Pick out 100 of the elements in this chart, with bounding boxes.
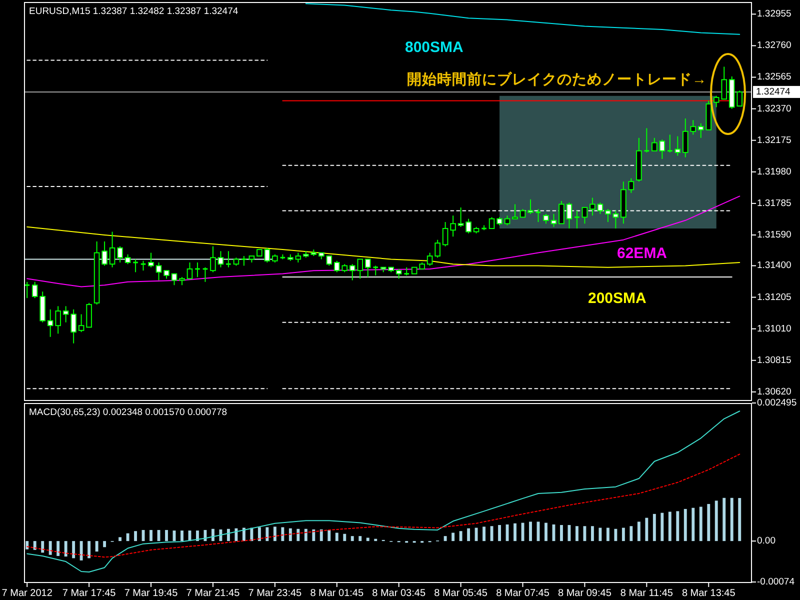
line-series xyxy=(305,3,740,35)
bar xyxy=(320,529,323,542)
x-tick-label: 8 Mar 01:45 xyxy=(310,588,364,599)
bar xyxy=(41,541,44,553)
y-tick-label: 1.32760 xyxy=(757,40,792,52)
x-tick-label: 8 Mar 03:45 xyxy=(372,588,426,599)
bar xyxy=(56,541,60,556)
candlestick xyxy=(666,134,674,153)
bar xyxy=(452,532,455,542)
candlestick xyxy=(659,139,666,160)
bar xyxy=(180,530,184,542)
bar xyxy=(196,530,199,542)
candlestick xyxy=(186,262,193,280)
bar xyxy=(467,528,470,542)
line-series xyxy=(26,454,740,558)
candlestick xyxy=(55,306,61,334)
x-tick-label: 8 Mar 07:45 xyxy=(496,588,550,599)
ref-line-label: 1.32474 xyxy=(756,86,790,98)
bar xyxy=(366,538,370,542)
bar xyxy=(266,527,269,542)
y-tick-label: 1.31010 xyxy=(757,323,792,334)
bar xyxy=(498,525,501,542)
bar xyxy=(118,537,122,542)
bar xyxy=(273,526,276,542)
bar xyxy=(583,526,586,542)
candlestick xyxy=(210,246,216,273)
bar xyxy=(692,508,695,542)
bar xyxy=(614,528,618,542)
bar xyxy=(95,541,98,552)
bar xyxy=(26,541,29,550)
y-tick-label: 1.32370 xyxy=(757,103,792,114)
candlestick xyxy=(78,314,84,333)
line-series xyxy=(26,226,740,268)
y-tick-label: 1.31785 xyxy=(757,198,792,209)
x-tick-label: 7 Mar 2012 xyxy=(2,588,53,599)
y-tick-label: 1.31205 xyxy=(757,292,792,303)
bar xyxy=(281,527,284,542)
chart-title: EURUSD,M15 1.32387 1.32482 1.32387 1.32474 xyxy=(29,6,238,17)
y-tick-label: 1.32955 xyxy=(757,8,792,20)
annotation: 開始時間前にブレイクのためノートレード→ xyxy=(407,71,706,88)
candlestick xyxy=(171,273,178,286)
candlestick xyxy=(124,254,131,265)
bar xyxy=(33,541,36,550)
bar xyxy=(343,534,346,542)
candlestick xyxy=(218,250,224,268)
y-tick-label: 1.31980 xyxy=(757,166,792,178)
candlestick xyxy=(70,308,76,344)
y-tick-label: -0.00074 xyxy=(757,576,795,588)
candlestick xyxy=(512,204,518,220)
series-label: 200SMA xyxy=(588,290,647,307)
bar xyxy=(64,541,68,557)
bar xyxy=(714,500,718,542)
bar xyxy=(374,538,378,542)
bar xyxy=(660,512,664,542)
series-label: 62EMA xyxy=(617,245,668,262)
bar xyxy=(637,522,640,542)
candlestick xyxy=(194,262,201,278)
bar xyxy=(544,522,548,542)
candlestick xyxy=(504,215,510,226)
candlestick xyxy=(24,281,30,299)
candlestick xyxy=(109,231,116,268)
bar xyxy=(234,528,238,542)
candlestick xyxy=(652,137,658,152)
candlestick xyxy=(434,239,440,258)
bar xyxy=(598,528,602,542)
bar xyxy=(474,528,478,542)
candlestick xyxy=(550,213,557,228)
bar xyxy=(80,541,83,560)
bar xyxy=(358,536,362,542)
x-tick-label: 8 Mar 13:45 xyxy=(682,588,736,599)
candlestick xyxy=(426,252,433,266)
bar xyxy=(590,526,594,542)
x-tick-label: 7 Mar 19:45 xyxy=(124,588,178,599)
bar xyxy=(444,536,447,542)
y-tick-label: 1.32565 xyxy=(757,72,792,83)
bar xyxy=(328,530,331,542)
y-tick-label: 1.32175 xyxy=(757,134,792,146)
line-series xyxy=(26,196,740,288)
candlestick xyxy=(86,302,92,328)
bar xyxy=(514,523,516,542)
candlestick xyxy=(535,208,542,223)
bar xyxy=(459,531,462,542)
candlestick xyxy=(264,247,270,263)
bar xyxy=(730,498,734,542)
bar xyxy=(652,514,656,542)
x-tick-label: 8 Mar 11:45 xyxy=(620,588,674,599)
candlestick xyxy=(132,258,139,273)
candlestick xyxy=(140,260,146,272)
bar xyxy=(165,530,168,542)
bar xyxy=(722,498,726,542)
candlestick xyxy=(574,210,580,230)
x-tick-label: 8 Mar 09:45 xyxy=(558,588,612,599)
bar xyxy=(88,541,91,558)
candlestick xyxy=(674,136,681,156)
bar xyxy=(350,536,354,542)
candlestick xyxy=(62,306,69,323)
bar xyxy=(576,526,578,542)
candlestick xyxy=(543,213,549,224)
candlestick xyxy=(372,265,379,276)
bar xyxy=(72,541,76,558)
